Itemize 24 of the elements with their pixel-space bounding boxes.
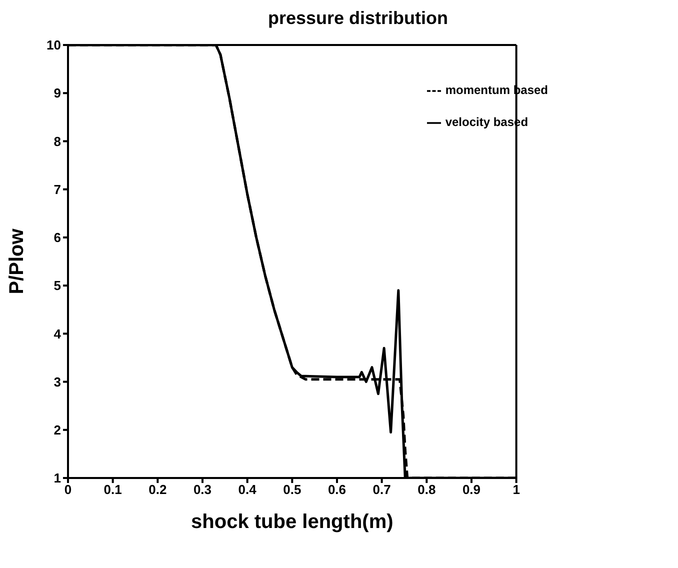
- y-tick-label: 2: [54, 422, 61, 438]
- y-tick-label: 5: [54, 278, 61, 294]
- y-tick-label: 6: [54, 230, 61, 246]
- y-tick-label: 1: [54, 470, 61, 486]
- x-tick-label: 1: [512, 482, 520, 498]
- x-tick-label: 0.5: [283, 482, 302, 498]
- x-tick-label: 0.8: [418, 482, 436, 498]
- y-tick-label: 8: [54, 134, 61, 149]
- x-tick-label: 0.4: [238, 482, 258, 498]
- chart-title: pressure distribution: [266, 8, 450, 30]
- y-tick-label: 7: [54, 182, 61, 197]
- x-tick-label: 0.7: [372, 482, 391, 498]
- y-axis-title: P/Plow: [6, 228, 28, 294]
- y-tick-label: 9: [54, 86, 61, 101]
- x-tick-label: 0.9: [462, 482, 481, 498]
- y-tick-label: 10: [46, 38, 61, 53]
- x-tick-label: 0.6: [328, 482, 346, 498]
- x-tick-label: 0.1: [104, 482, 122, 498]
- x-tick-label: 0.3: [193, 482, 212, 498]
- y-tick-label: 3: [54, 374, 61, 390]
- x-tick-label: 0: [64, 482, 72, 498]
- y-tick-label: 4: [54, 326, 62, 342]
- x-axis-title: shock tube length(m): [191, 511, 394, 533]
- x-tick-label: 0.2: [148, 482, 167, 498]
